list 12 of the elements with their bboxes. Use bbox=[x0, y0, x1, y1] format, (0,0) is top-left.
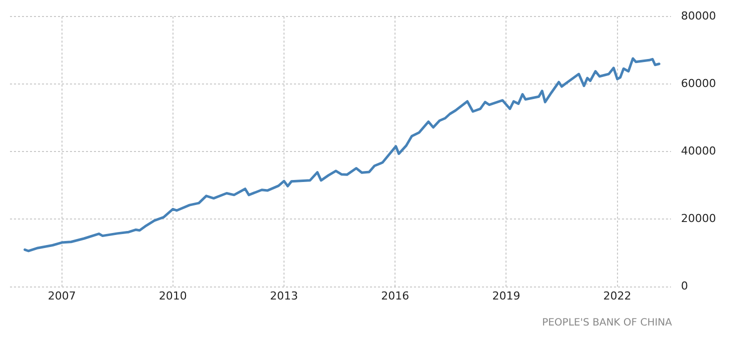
text: PEOPLE'S BANK OF CHINA bbox=[542, 318, 672, 329]
x-tick-label: 2019 bbox=[492, 289, 520, 302]
x-tick-label: 2022 bbox=[603, 289, 632, 302]
x-tick-label: 2013 bbox=[270, 289, 298, 302]
y-tick-label: 0 bbox=[681, 280, 688, 293]
x-tick-label: 2007 bbox=[48, 289, 76, 302]
y-tick-label: 80000 bbox=[681, 9, 716, 22]
y-tick-label: 20000 bbox=[681, 212, 716, 226]
x-tick-label: 2016 bbox=[381, 289, 410, 302]
y-tick-label: 60000 bbox=[681, 77, 716, 90]
y-tick-label: 40000 bbox=[681, 144, 716, 158]
x-tick-label: 2010 bbox=[158, 289, 187, 302]
